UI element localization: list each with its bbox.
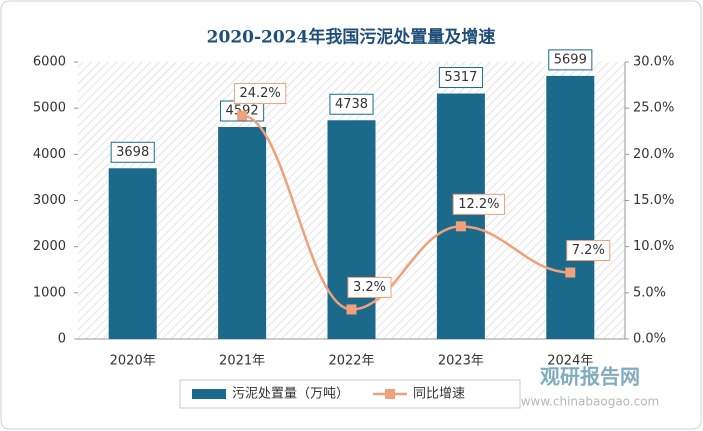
y2-tick-label: 5.0% [633, 285, 666, 300]
bar-label-box [329, 93, 374, 115]
legend-swatch [385, 389, 396, 399]
watermark: www.chinabaogao.com [521, 395, 660, 409]
y-tick-label: 4000 [33, 147, 66, 162]
line-marker [455, 221, 466, 232]
x-tick-label: 2021年 [219, 354, 265, 369]
y2-tick-label: 15.0% [633, 193, 674, 208]
x-tick-label: 2020年 [110, 354, 156, 369]
bar [218, 127, 267, 339]
y2-tick-label: 0.0% [633, 332, 666, 347]
line-label: 12.2% [458, 197, 499, 212]
line-marker [346, 304, 357, 315]
line-label-box [566, 240, 611, 262]
bar [436, 93, 485, 339]
legend-label: 污泥处置量（万吨） [232, 387, 349, 402]
line-label: 7.2% [572, 243, 605, 258]
legend-box [179, 379, 521, 409]
bar-label-box [548, 49, 593, 71]
bar-label: 3698 [116, 145, 149, 160]
y2-tick-label: 30.0% [633, 55, 674, 70]
x-tick-label: 2022年 [328, 354, 374, 369]
bar-label-box [110, 141, 155, 163]
y-tick-label: 6000 [33, 55, 66, 70]
line-label: 24.2% [239, 86, 280, 101]
chart-title: 2020-2024年我国污泥处置量及增速 [207, 27, 496, 48]
x-tick-label: 2024年 [547, 354, 593, 369]
legend-swatch [192, 389, 226, 399]
bar [327, 120, 376, 340]
bar-label: 4738 [335, 97, 368, 112]
line-label: 3.2% [353, 280, 386, 295]
y-tick-label: 5000 [33, 101, 66, 116]
x-tick-label: 2023年 [438, 354, 484, 369]
watermark: 观研报告网 [540, 365, 640, 389]
y-tick-label: 2000 [33, 239, 66, 254]
line-label-box [347, 276, 392, 298]
line-label-box [233, 83, 287, 105]
line-marker [565, 267, 576, 278]
bar-label: 5317 [444, 70, 477, 85]
legend-label: 同比增速 [413, 387, 465, 402]
y2-tick-label: 20.0% [633, 147, 674, 162]
bar [108, 168, 157, 339]
y-tick-label: 1000 [33, 285, 66, 300]
line-marker [237, 110, 248, 121]
y-tick-label: 3000 [33, 193, 66, 208]
bar-label: 5699 [554, 52, 587, 67]
bar [546, 75, 595, 339]
y-tick-label: 0 [58, 332, 66, 347]
line-label-box [452, 193, 506, 215]
y2-tick-label: 25.0% [633, 101, 674, 116]
y2-tick-label: 10.0% [633, 239, 674, 254]
bar-label-box [438, 67, 483, 89]
